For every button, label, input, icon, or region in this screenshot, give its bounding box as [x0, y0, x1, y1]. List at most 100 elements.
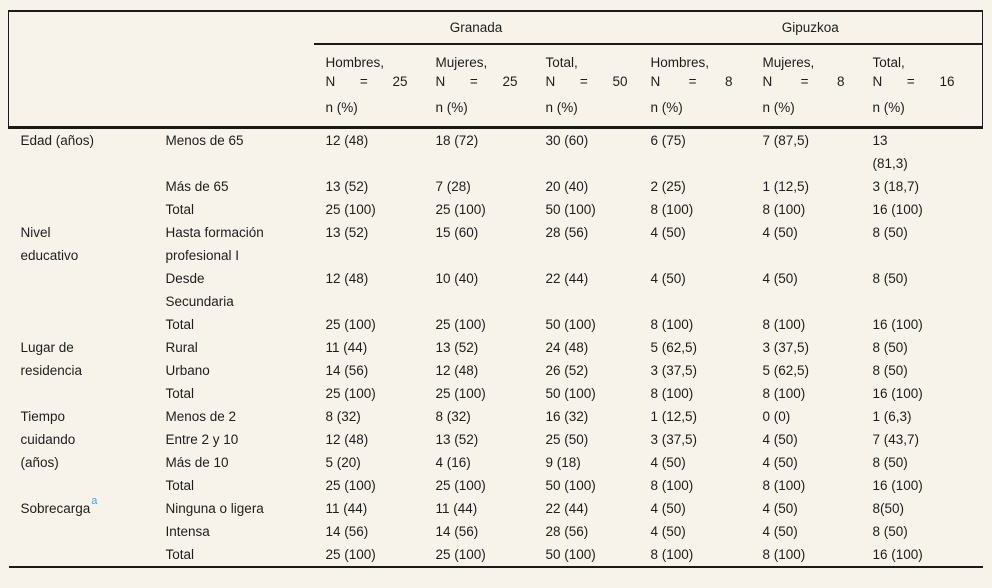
- value-cell: 8 (32): [325, 409, 361, 424]
- value-cell: 7 (87,5): [762, 133, 810, 148]
- value-cell: 12 (48): [435, 363, 479, 378]
- value-cell: 13 (52): [435, 340, 479, 355]
- value-cell: 4 (50): [762, 432, 798, 447]
- value-cell: 8 (100): [762, 202, 806, 217]
- value-cell: 13 (52): [325, 225, 369, 240]
- sample-size-line: N = 8: [650, 74, 733, 89]
- sample-size-line: N = 25: [325, 74, 408, 89]
- participant-characteristics-table: Granada Gipuzkoa Hombres, N = 25 n (%) M…: [8, 10, 984, 568]
- value-cell: 8 (50): [872, 225, 908, 240]
- measure-label: n (%): [762, 100, 795, 115]
- value-cell: 25 (100): [435, 547, 486, 562]
- row-group-label: Sobrecarga: [20, 501, 91, 516]
- value-cell: 4 (50): [762, 225, 798, 240]
- value-cell: 50 (100): [545, 386, 596, 401]
- table-row: Total 25 (100) 25 (100) 50 (100) 8 (100) 8 (1…: [9, 313, 983, 336]
- measure-label: n (%): [325, 100, 358, 115]
- value-cell: 16 (32): [545, 409, 589, 424]
- value-cell: 8 (50): [872, 340, 908, 355]
- category-cell: Menos de 2: [165, 409, 237, 424]
- value-cell: 11 (44): [325, 340, 368, 355]
- value-cell: 12 (48): [325, 432, 369, 447]
- value-cell: 5 (20): [325, 455, 361, 470]
- value-cell: 25 (100): [435, 478, 486, 493]
- sample-size-line: N = 50: [545, 74, 628, 89]
- column-title: Mujeres,: [762, 55, 815, 70]
- value-cell: 4 (50): [762, 501, 798, 516]
- value-cell: 3 (18,7): [872, 179, 920, 194]
- column-header-granada-hombres: Hombres, N = 25 n (%): [313, 44, 424, 129]
- sample-size-line: N = 8: [762, 74, 845, 89]
- value-cell: 1 (12,5): [650, 409, 698, 424]
- category-cell: Más de 10: [165, 455, 229, 470]
- value-cell: 8 (100): [762, 547, 806, 562]
- value-cell: 13 (81,3): [872, 133, 908, 171]
- value-cell: 8(50): [872, 501, 905, 516]
- value-cell: 50 (100): [545, 547, 596, 562]
- value-cell: 8 (50): [872, 363, 908, 378]
- value-cell: 8 (32): [435, 409, 471, 424]
- column-header-row: Hombres, N = 25 n (%) Mujeres, N = 25 n …: [9, 44, 984, 129]
- value-cell: 10 (40): [435, 271, 479, 286]
- table-row: Sobrecargaa Ninguna o ligera 11 (44) 11 (44…: [9, 495, 983, 520]
- row-group-label-cell: Lugar de residencia: [9, 336, 154, 405]
- value-cell: 4 (16): [435, 455, 471, 470]
- value-cell: 6 (75): [650, 133, 686, 148]
- value-cell: 11 (44): [435, 501, 478, 516]
- value-cell: 16 (100): [872, 547, 923, 562]
- category-cell: Rural: [165, 340, 198, 355]
- value-cell: 4 (50): [650, 271, 686, 286]
- value-cell: 8 (100): [650, 386, 694, 401]
- table-row: Desde Secundaria 12 (48) 10 (40) 22 (44) 4 (…: [9, 267, 983, 313]
- value-cell: 25 (100): [325, 478, 376, 493]
- category-cell: Total: [165, 386, 195, 401]
- value-cell: 20 (40): [545, 179, 589, 194]
- region-header-granada: Granada: [313, 11, 639, 45]
- row-group-label: Nivel educativo: [20, 225, 79, 263]
- table-row: Urbano 14 (56) 12 (48) 26 (52) 3 (37,5) 5 (62…: [9, 359, 983, 382]
- corner-spacer-cell: [8, 11, 314, 129]
- value-cell: 4 (50): [650, 501, 686, 516]
- table-row: Entre 2 y 10 12 (48) 13 (52) 25 (50) 3 (37,5…: [9, 428, 983, 451]
- category-cell: Total: [165, 317, 195, 332]
- value-cell: 9 (18): [545, 455, 581, 470]
- column-header-granada-total: Total, N = 50 n (%): [533, 44, 639, 129]
- category-cell: Desde Secundaria: [165, 271, 234, 309]
- table-row: Lugar de residencia Rural 11 (44) 13 (52) 24…: [9, 336, 983, 378]
- value-cell: 16 (100): [872, 317, 923, 332]
- value-cell: 8 (100): [650, 478, 694, 493]
- value-cell: 22 (44): [545, 501, 589, 516]
- value-cell: 16 (100): [872, 202, 923, 217]
- row-group-label: Tiempo cuidando (años): [20, 409, 76, 470]
- column-header-gipuzkoa-mujeres: Mujeres, N = 8 n (%): [750, 44, 861, 129]
- value-cell: 4 (50): [762, 524, 798, 539]
- value-cell: 4 (50): [650, 524, 686, 539]
- value-cell: 8 (100): [762, 386, 806, 401]
- row-group-label-cell: Edad (años): [9, 128, 154, 222]
- measure-label: n (%): [650, 100, 683, 115]
- value-cell: 8 (100): [762, 317, 806, 332]
- category-cell: Más de 65: [165, 179, 229, 194]
- table-row: Total 25 (100) 25 (100) 50 (100) 8 (100) 8 (1…: [9, 543, 983, 567]
- value-cell: 16 (100): [872, 478, 923, 493]
- value-cell: 3 (37,5): [762, 340, 810, 355]
- measure-label: n (%): [545, 100, 578, 115]
- value-cell: 25 (100): [325, 547, 376, 562]
- value-cell: 50 (100): [545, 317, 596, 332]
- value-cell: 25 (100): [325, 202, 376, 217]
- category-cell: Intensa: [165, 524, 210, 539]
- value-cell: 25 (100): [325, 317, 376, 332]
- value-cell: 50 (100): [545, 478, 596, 493]
- value-cell: 28 (56): [545, 524, 589, 539]
- value-cell: 50 (100): [545, 202, 596, 217]
- value-cell: 8 (100): [650, 202, 694, 217]
- value-cell: 3 (37,5): [650, 432, 698, 447]
- value-cell: 28 (56): [545, 225, 589, 240]
- value-cell: 8 (50): [872, 271, 908, 286]
- value-cell: 0 (0): [762, 409, 791, 424]
- value-cell: 25 (100): [435, 317, 486, 332]
- value-cell: 8 (100): [650, 317, 694, 332]
- measure-label: n (%): [435, 100, 468, 115]
- category-cell: Total: [165, 202, 195, 217]
- row-group-label-cell: Tiempo cuidando (años): [9, 405, 154, 497]
